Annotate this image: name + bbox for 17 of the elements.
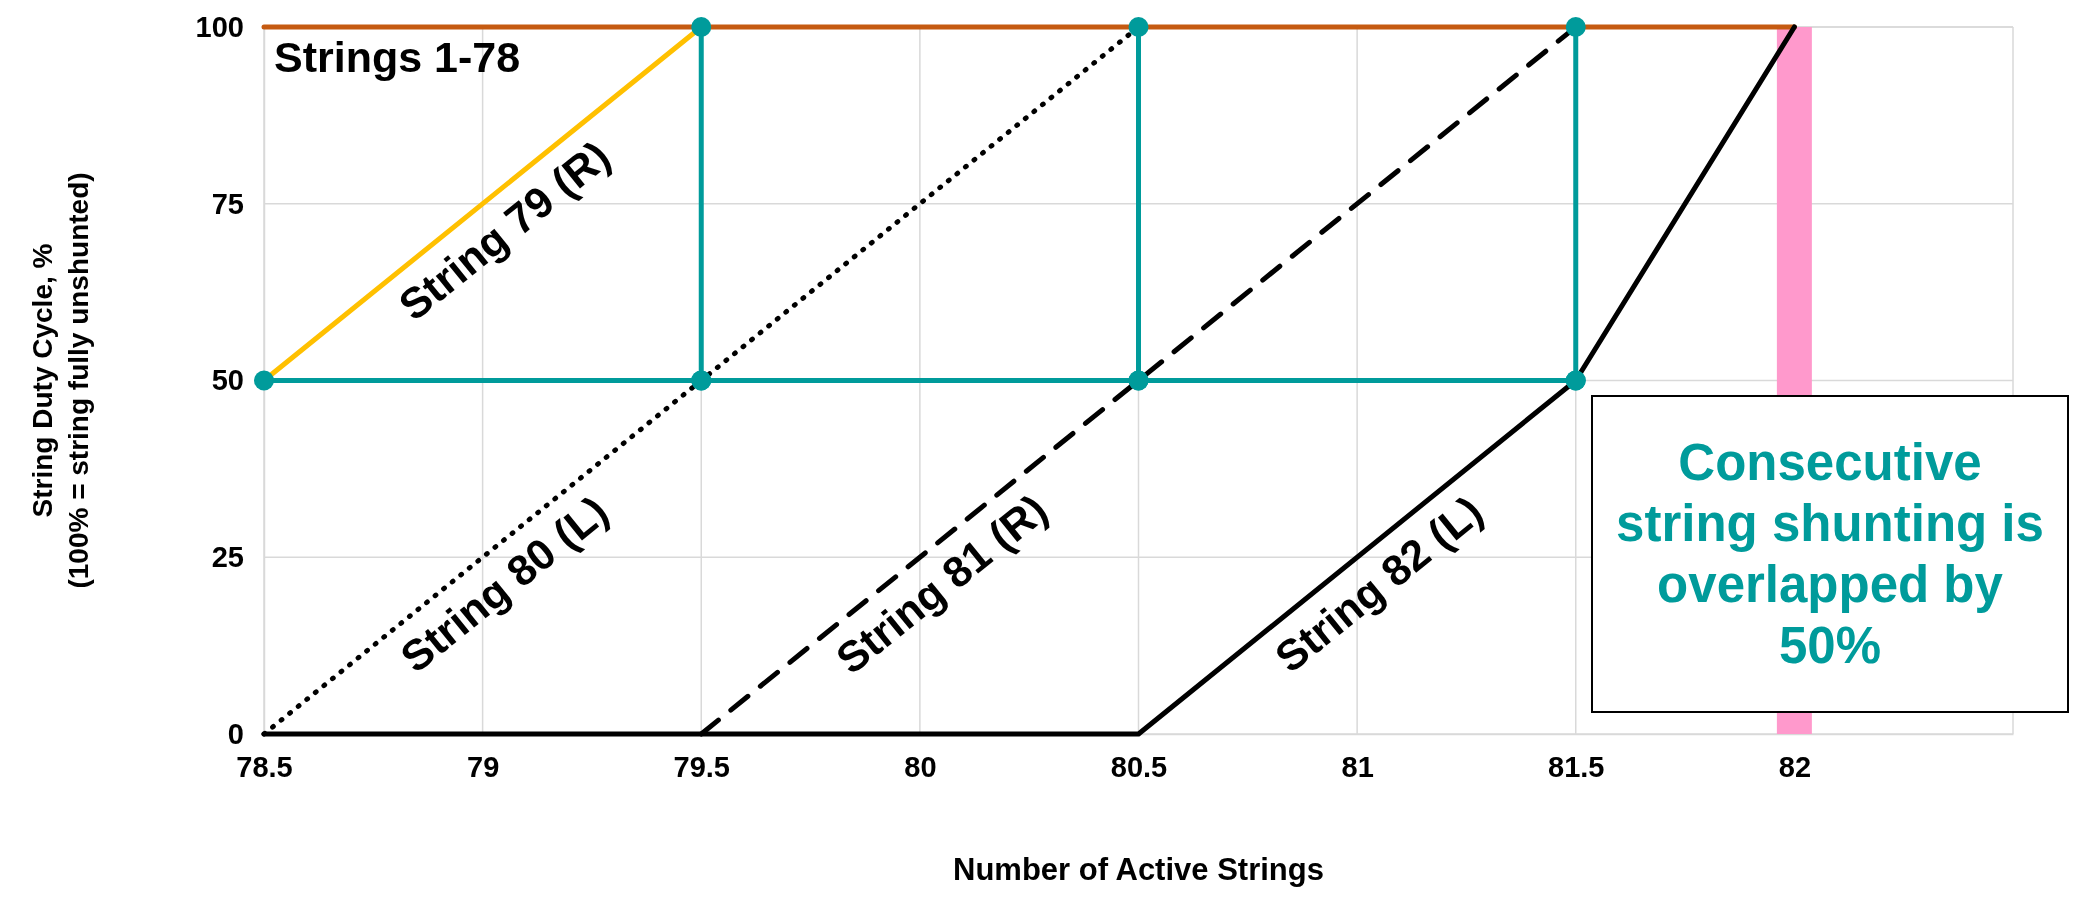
x-tick-label: 79 <box>466 750 500 783</box>
y-tick-label: 50 <box>211 364 244 397</box>
x-tick-label: 82 <box>1778 750 1812 783</box>
y-tick-label: 100 <box>195 10 244 43</box>
x-tick-label: 80 <box>904 750 937 783</box>
x-tick-label: 78.5 <box>236 750 293 783</box>
x-tick-label: 81.5 <box>1548 750 1605 783</box>
series-label: Strings 1-78 <box>274 33 521 81</box>
x-tick-label: 79.5 <box>673 750 730 783</box>
x-axis-title: Number of Active Strings <box>953 852 1324 887</box>
x-tick-label: 80.5 <box>1110 750 1168 783</box>
y-tick-label: 25 <box>211 541 244 574</box>
text-box: Consecutive string shunting is overlapped by 50% <box>1591 395 2069 713</box>
y-tick-label: 75 <box>211 187 244 220</box>
y-axis-title: String Duty Cycle, % (100% = string fully unshunted) <box>27 172 94 589</box>
y-tick-label: 0 <box>227 717 244 750</box>
x-tick-label: 81 <box>1341 750 1374 783</box>
